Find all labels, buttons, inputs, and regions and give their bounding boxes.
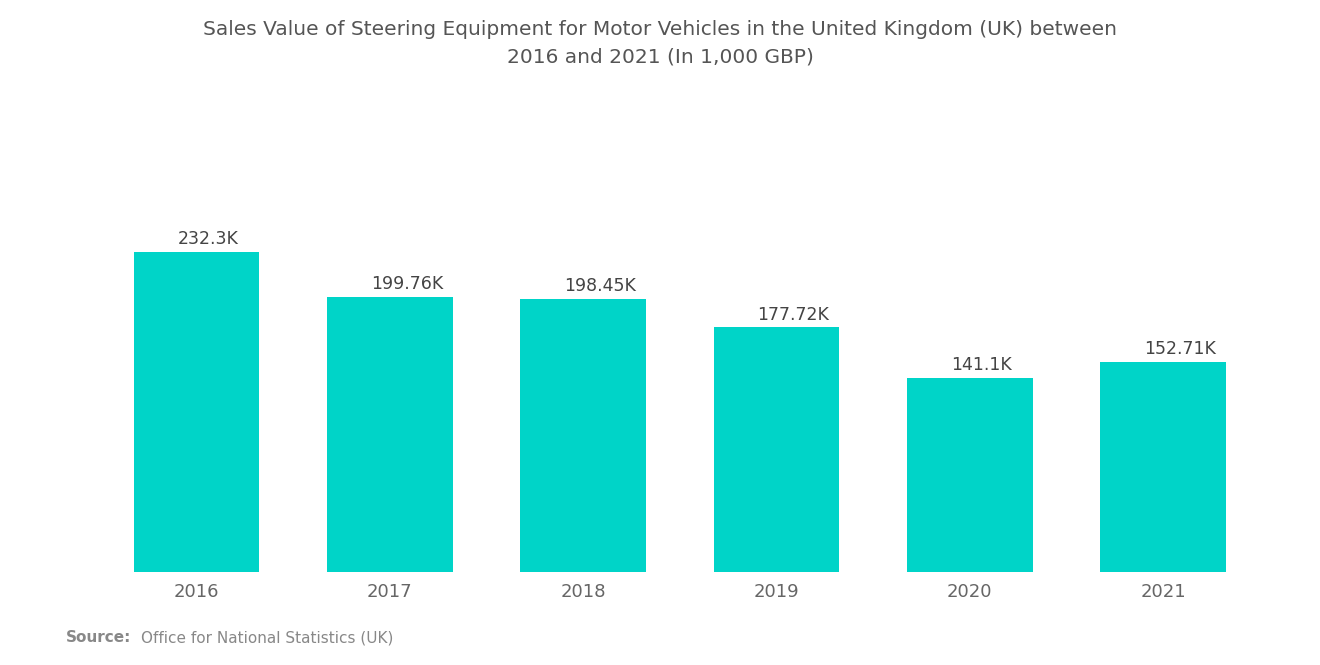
Text: 177.72K: 177.72K bbox=[758, 306, 829, 324]
Text: Office for National Statistics (UK): Office for National Statistics (UK) bbox=[141, 630, 393, 645]
Text: 198.45K: 198.45K bbox=[565, 277, 636, 295]
Text: 141.1K: 141.1K bbox=[950, 356, 1011, 374]
Bar bbox=[327, 297, 453, 572]
Text: Sales Value of Steering Equipment for Motor Vehicles in the United Kingdom (UK) : Sales Value of Steering Equipment for Mo… bbox=[203, 20, 1117, 67]
Text: 199.76K: 199.76K bbox=[371, 275, 444, 293]
Bar bbox=[1100, 362, 1226, 572]
Bar bbox=[907, 378, 1032, 572]
Text: Source:: Source: bbox=[66, 630, 132, 645]
Bar bbox=[133, 252, 260, 572]
Bar bbox=[520, 299, 645, 572]
Text: 232.3K: 232.3K bbox=[178, 231, 239, 249]
Bar bbox=[714, 327, 840, 572]
Text: 152.71K: 152.71K bbox=[1144, 340, 1216, 358]
